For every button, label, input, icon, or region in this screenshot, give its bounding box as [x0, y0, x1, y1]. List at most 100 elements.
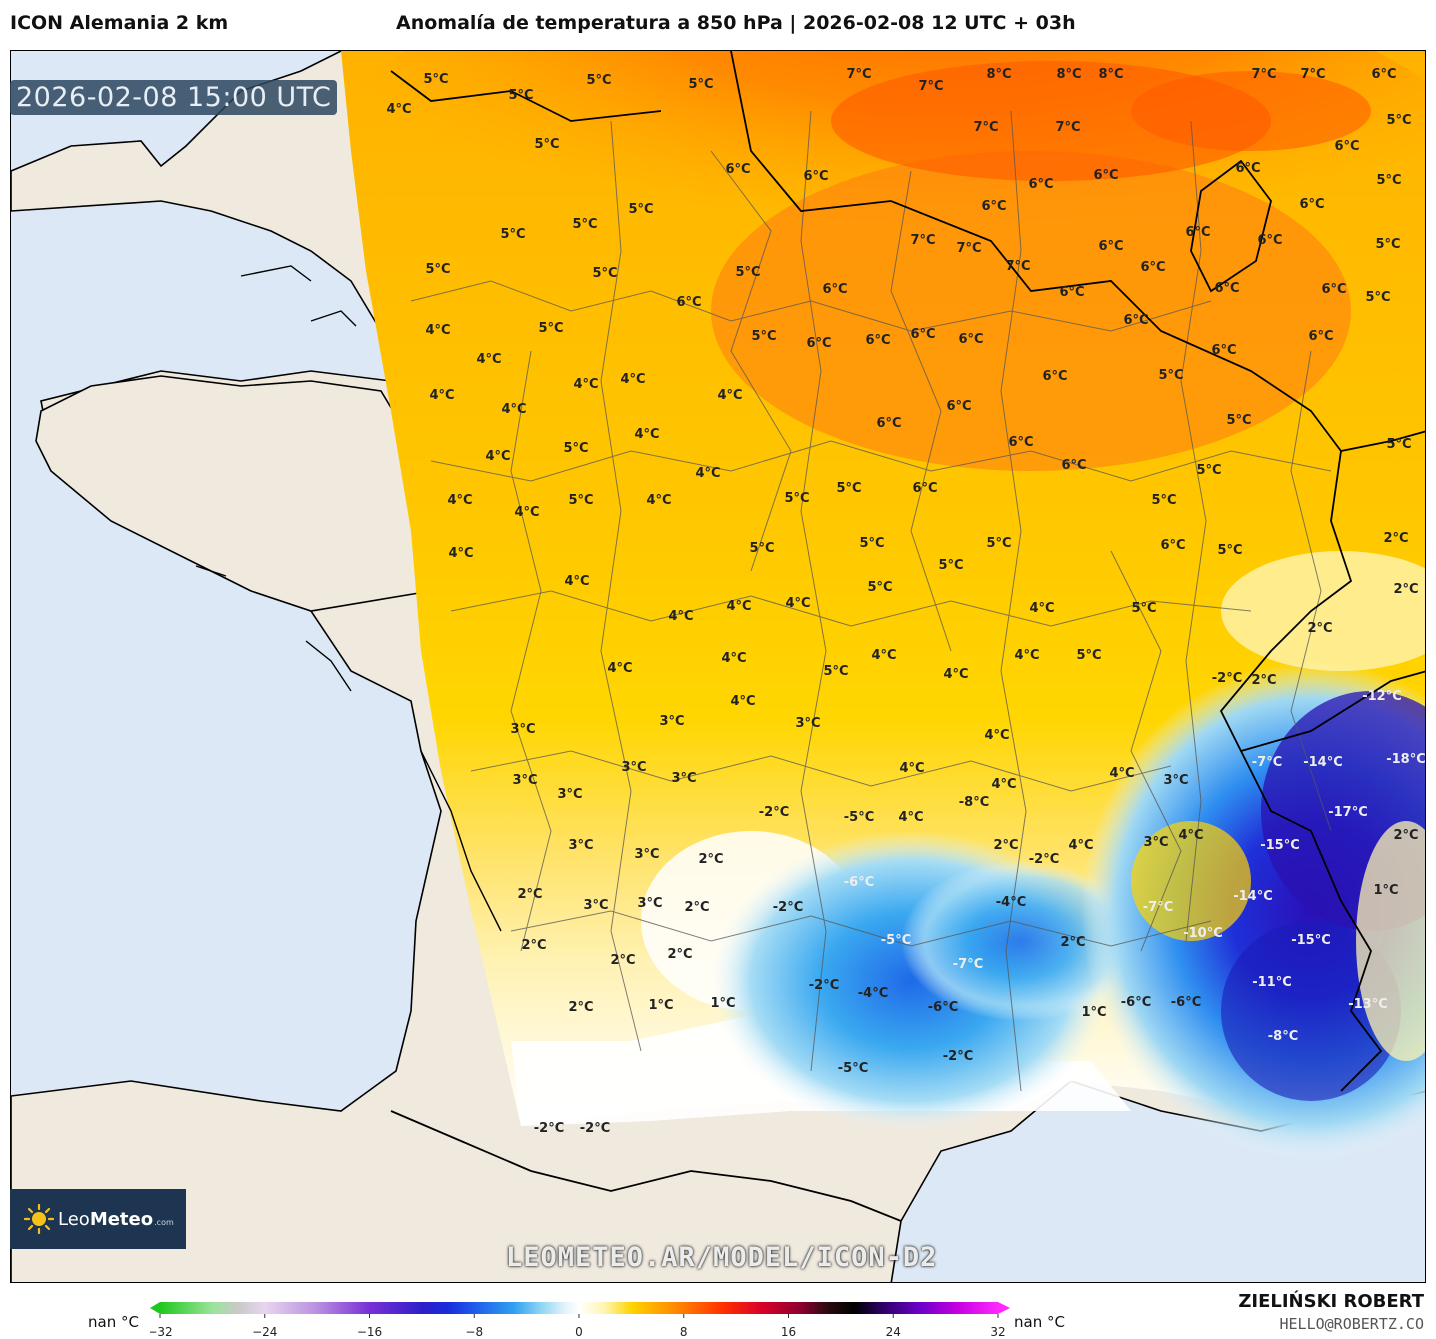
- temperature-label: 4°C: [721, 651, 746, 666]
- temperature-label: 4°C: [1068, 838, 1093, 853]
- colorbar-left-label: nan °C: [88, 1313, 139, 1331]
- temperature-label: 6°C: [822, 282, 847, 297]
- temperature-label: 5°C: [508, 88, 533, 103]
- temperature-label: 5°C: [1217, 543, 1242, 558]
- temperature-label: 1°C: [648, 998, 673, 1013]
- valid-time-badge: 2026-02-08 15:00 UTC: [10, 80, 338, 115]
- temperature-label: 6°C: [1308, 329, 1333, 344]
- model-name: ICON Alemania 2 km: [10, 12, 229, 34]
- temperature-label: 4°C: [448, 546, 473, 561]
- temperature-label: 2°C: [1383, 531, 1408, 546]
- temperature-label: 4°C: [620, 372, 645, 387]
- temperature-label: -4°C: [858, 986, 888, 1001]
- temperature-label: 5°C: [1375, 237, 1400, 252]
- leometeo-logo[interactable]: LeoMeteo .com: [10, 1189, 186, 1249]
- colorbar-right-label: nan °C: [1014, 1313, 1065, 1331]
- colorbar-tick-label: 32: [990, 1325, 1005, 1338]
- temperature-label: 4°C: [943, 667, 968, 682]
- temperature-label: 5°C: [1386, 113, 1411, 128]
- temperature-label: 5°C: [1158, 368, 1183, 383]
- temperature-label: 2°C: [521, 938, 546, 953]
- temperature-label: 8°C: [986, 67, 1011, 82]
- temperature-label: 6°C: [1123, 313, 1148, 328]
- temperature-label: -15°C: [1260, 838, 1300, 853]
- temperature-label: 4°C: [573, 377, 598, 392]
- temperature-label: 5°C: [1386, 437, 1411, 452]
- temperature-label: 8°C: [1056, 67, 1081, 82]
- temperature-label: 5°C: [938, 558, 963, 573]
- temperature-label: 6°C: [1334, 139, 1359, 154]
- temperature-label: -6°C: [1171, 995, 1201, 1010]
- colorbar-tick-label: −16: [357, 1325, 382, 1338]
- map-title: Anomalía de temperatura a 850 hPa | 2026…: [396, 12, 1076, 34]
- author-email[interactable]: HELLO@ROBERTZ.CO: [1279, 1315, 1425, 1333]
- temperature-label: 6°C: [1211, 343, 1236, 358]
- temperature-label: 2°C: [698, 852, 723, 867]
- temperature-label: 4°C: [1109, 766, 1134, 781]
- colorbar-tick-label: −8: [465, 1325, 483, 1338]
- temperature-label: 3°C: [659, 714, 684, 729]
- temperature-label: -2°C: [534, 1121, 564, 1136]
- temperature-label: 5°C: [423, 72, 448, 87]
- temperature-label: 6°C: [1321, 282, 1346, 297]
- temperature-label: 2°C: [1307, 621, 1332, 636]
- temperature-label: 3°C: [671, 771, 696, 786]
- temperature-label: -4°C: [996, 895, 1026, 910]
- temperature-label: 5°C: [568, 493, 593, 508]
- temperature-label: 4°C: [476, 352, 501, 367]
- temperature-label: 6°C: [1160, 538, 1185, 553]
- temperature-label: 7°C: [973, 120, 998, 135]
- temperature-label: 5°C: [1226, 413, 1251, 428]
- temperature-label: -8°C: [959, 795, 989, 810]
- temperature-label: 7°C: [1251, 67, 1276, 82]
- temperature-label: 4°C: [1178, 828, 1203, 843]
- temperature-label: 4°C: [425, 323, 450, 338]
- temperature-label: 3°C: [1163, 773, 1188, 788]
- temperature-label: 6°C: [1059, 285, 1084, 300]
- temperature-label: 3°C: [634, 847, 659, 862]
- temperature-label: 5°C: [1376, 173, 1401, 188]
- temperature-label: 6°C: [1140, 260, 1165, 275]
- temperature-label: 4°C: [898, 810, 923, 825]
- temperature-label: 3°C: [512, 773, 537, 788]
- colorbar-min-arrow: [150, 1302, 160, 1314]
- temperature-label: 5°C: [751, 329, 776, 344]
- temperature-label: 5°C: [784, 491, 809, 506]
- temperature-label: 5°C: [1365, 290, 1390, 305]
- temperature-label: 6°C: [958, 332, 983, 347]
- logo-text: LeoMeteo: [58, 1208, 154, 1230]
- colorbar-tick-label: 0: [575, 1325, 583, 1338]
- temperature-label: -5°C: [881, 933, 911, 948]
- model-domain: [291, 51, 1425, 1161]
- temperature-label: -14°C: [1233, 889, 1273, 904]
- country-borders: [390, 51, 1425, 1222]
- temperature-label: -12°C: [1362, 689, 1402, 704]
- temperature-label: -2°C: [773, 900, 803, 915]
- temperature-label: 4°C: [726, 599, 751, 614]
- colorbar: −32 −24 −16 −8 0 8 16 24 32: [150, 1302, 1010, 1338]
- temperature-label: 5°C: [628, 202, 653, 217]
- temperature-label: 6°C: [1185, 225, 1210, 240]
- temperature-label: 5°C: [586, 73, 611, 88]
- temperature-label: 6°C: [876, 416, 901, 431]
- temperature-label: 4°C: [447, 493, 472, 508]
- map-canvas: 5°C 5°C 5°C 7°C 7°C 8°C 8°C 8°C 7°C 7°C 6°C 4°C 5°C 7…: [11, 51, 1425, 1282]
- temperature-label: 4°C: [485, 449, 510, 464]
- temperature-label: -5°C: [838, 1061, 868, 1076]
- temperature-label: 4°C: [501, 402, 526, 417]
- temperature-label: 4°C: [991, 777, 1016, 792]
- temperature-label: -2°C: [759, 805, 789, 820]
- temperature-label: 7°C: [910, 233, 935, 248]
- colorbar-tick-label: 8: [680, 1325, 688, 1338]
- temperature-label: 4°C: [386, 102, 411, 117]
- temperature-anomaly-map[interactable]: 5°C 5°C 5°C 7°C 7°C 8°C 8°C 8°C 7°C 7°C 6°C 4°C 5°C 7…: [10, 50, 1426, 1283]
- temperature-label: 7°C: [1055, 120, 1080, 135]
- temperature-label: 6°C: [1093, 168, 1118, 183]
- colorbar-tick-label: 24: [886, 1325, 901, 1338]
- temperature-label: 6°C: [910, 327, 935, 342]
- temperature-label: 3°C: [583, 898, 608, 913]
- temperature-label: 6°C: [1008, 435, 1033, 450]
- temperature-label: 4°C: [607, 661, 632, 676]
- temperature-label: 5°C: [592, 266, 617, 281]
- temperature-label: 2°C: [1393, 582, 1418, 597]
